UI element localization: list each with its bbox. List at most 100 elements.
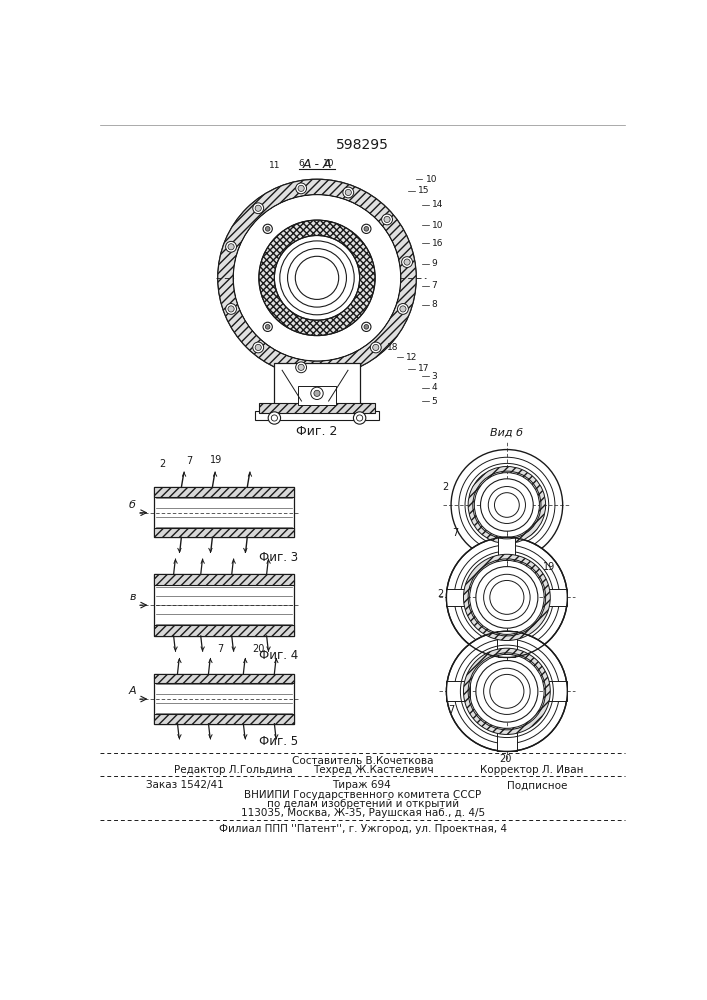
Polygon shape <box>497 728 517 751</box>
Bar <box>154 487 293 537</box>
Circle shape <box>382 214 392 225</box>
Circle shape <box>397 304 409 314</box>
Text: 5: 5 <box>432 397 438 406</box>
Bar <box>154 674 293 683</box>
Text: 19: 19 <box>543 562 556 572</box>
Circle shape <box>451 450 563 560</box>
Text: Составитель В.Кочеткова: Составитель В.Кочеткова <box>292 756 433 766</box>
Bar <box>154 714 293 724</box>
Bar <box>259 403 375 413</box>
Circle shape <box>314 390 320 396</box>
Polygon shape <box>446 589 468 606</box>
Text: Корректор Л. Иван: Корректор Л. Иван <box>480 765 583 775</box>
Text: Филиал ППП ''Патент'', г. Ужгород, ул. Проектная, 4: Филиал ППП ''Патент'', г. Ужгород, ул. П… <box>218 824 507 834</box>
Circle shape <box>255 205 262 211</box>
Circle shape <box>364 227 368 231</box>
Text: 2: 2 <box>437 589 443 599</box>
Circle shape <box>271 415 277 421</box>
Circle shape <box>356 415 363 421</box>
Circle shape <box>298 364 304 370</box>
Circle shape <box>216 178 418 378</box>
Text: 7: 7 <box>186 456 192 466</box>
Circle shape <box>476 567 538 628</box>
Text: 15: 15 <box>418 186 429 195</box>
Circle shape <box>404 259 410 265</box>
Circle shape <box>226 304 236 314</box>
Text: Фиг. 2: Фиг. 2 <box>296 425 338 438</box>
Circle shape <box>446 537 567 657</box>
Circle shape <box>400 306 406 312</box>
Text: Заказ 1542/41: Заказ 1542/41 <box>146 780 224 790</box>
Circle shape <box>253 203 264 214</box>
Circle shape <box>265 325 270 329</box>
Circle shape <box>362 322 371 331</box>
Bar <box>154 574 293 636</box>
Text: Подписное: Подписное <box>507 780 567 790</box>
Text: 10: 10 <box>323 159 334 168</box>
Text: 19: 19 <box>210 455 223 465</box>
Circle shape <box>481 479 533 531</box>
Text: 7: 7 <box>217 644 223 654</box>
Text: Редактор Л.Гольдина: Редактор Л.Гольдина <box>174 765 292 775</box>
Bar <box>298 386 337 405</box>
Polygon shape <box>546 589 567 606</box>
Circle shape <box>446 631 567 751</box>
Text: 2: 2 <box>442 482 448 492</box>
Text: 7: 7 <box>432 281 438 290</box>
Circle shape <box>296 256 339 299</box>
Circle shape <box>364 325 368 329</box>
Text: б: б <box>129 500 136 510</box>
Circle shape <box>263 224 272 233</box>
Text: 12: 12 <box>406 353 418 362</box>
Text: Фиг. 5: Фиг. 5 <box>259 735 298 748</box>
Text: 17: 17 <box>418 364 429 373</box>
Text: 14: 14 <box>432 200 443 209</box>
Circle shape <box>490 674 524 708</box>
Circle shape <box>234 195 400 360</box>
Text: в: в <box>129 592 136 602</box>
Circle shape <box>402 257 412 267</box>
Circle shape <box>373 344 379 351</box>
Text: Фиг. 4: Фиг. 4 <box>259 649 298 662</box>
Bar <box>154 625 293 636</box>
Text: 20: 20 <box>499 754 511 764</box>
Text: 3: 3 <box>432 372 438 381</box>
Circle shape <box>280 241 354 315</box>
Bar <box>154 528 293 537</box>
Bar <box>154 487 293 497</box>
Text: A - A: A - A <box>303 158 332 171</box>
Text: 2: 2 <box>159 459 165 469</box>
Text: по делам изобретений и открытий: по делам изобретений и открытий <box>267 799 459 809</box>
Bar <box>255 411 379 420</box>
Bar <box>154 674 293 724</box>
Text: 16: 16 <box>432 239 443 248</box>
Text: 20: 20 <box>252 644 265 654</box>
Circle shape <box>354 412 366 424</box>
Text: 113035, Москва, Ж-35, Раушская наб., д. 4/5: 113035, Москва, Ж-35, Раушская наб., д. … <box>240 808 485 818</box>
Circle shape <box>311 387 323 400</box>
Bar <box>274 363 360 405</box>
Circle shape <box>263 322 272 331</box>
Circle shape <box>228 306 234 312</box>
Circle shape <box>265 227 270 231</box>
Text: ВНИИПИ Государственного комитета СССР: ВНИИПИ Государственного комитета СССР <box>244 790 481 800</box>
Text: Вид А: Вид А <box>490 610 524 620</box>
Text: 4: 4 <box>432 383 438 392</box>
Circle shape <box>298 185 304 191</box>
Circle shape <box>384 216 390 223</box>
Circle shape <box>490 580 524 614</box>
Text: Фиг. 3: Фиг. 3 <box>259 551 298 564</box>
Circle shape <box>345 189 351 196</box>
Text: 8: 8 <box>432 300 438 309</box>
Circle shape <box>268 412 281 424</box>
Text: 18: 18 <box>387 343 398 352</box>
Circle shape <box>494 493 519 517</box>
Text: А: А <box>129 686 136 696</box>
Text: 9: 9 <box>432 259 438 268</box>
Circle shape <box>343 187 354 198</box>
Circle shape <box>362 224 371 233</box>
Polygon shape <box>544 681 567 701</box>
Text: Тираж 694: Тираж 694 <box>332 780 391 790</box>
Circle shape <box>370 342 381 353</box>
Text: 10: 10 <box>432 221 443 230</box>
